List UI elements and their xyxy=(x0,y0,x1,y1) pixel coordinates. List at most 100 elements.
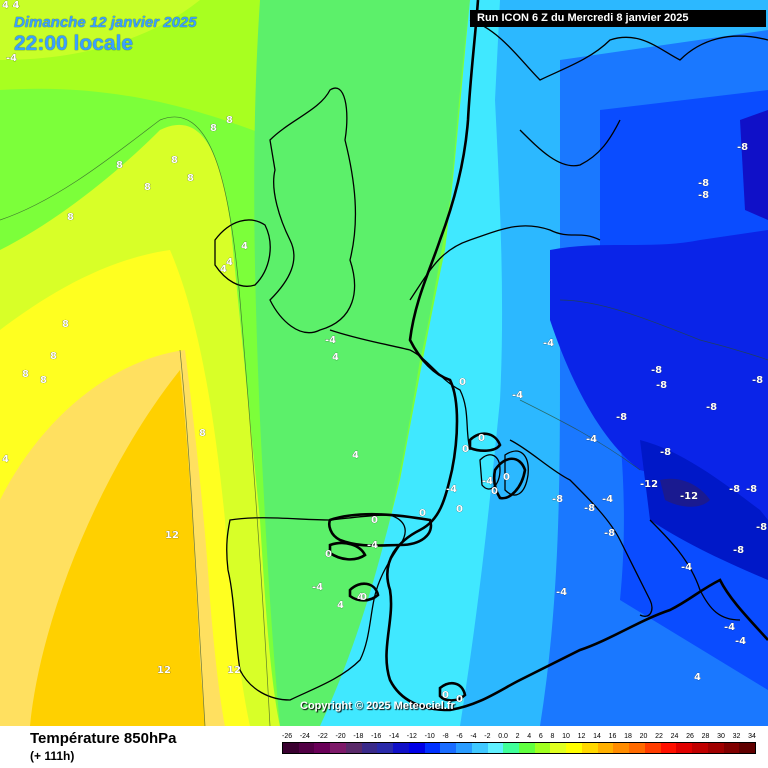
map-label: -4 xyxy=(446,484,457,495)
map-label: 8 xyxy=(199,428,206,439)
scale-swatch xyxy=(361,743,378,753)
scale-label: -20 xyxy=(335,733,346,740)
scale-swatch xyxy=(519,743,535,753)
scale-label: -8 xyxy=(442,733,449,740)
scale-swatch xyxy=(676,743,693,753)
map-label: 8 xyxy=(210,123,217,134)
scale-label: 34 xyxy=(748,733,756,740)
map-label: -8 xyxy=(752,375,763,386)
map-label: -4 xyxy=(367,540,378,551)
scale-swatch xyxy=(707,743,724,753)
map-label: 12 xyxy=(227,665,241,676)
scale-label: 30 xyxy=(717,733,725,740)
temperature-map: 4 4 -4 8 8 8 8 8 8 8 4 4 4 8 8 8 8 8 -4 … xyxy=(0,0,768,726)
map-label: 4 xyxy=(226,257,233,268)
map-label: -8 xyxy=(746,484,757,495)
map-label: 8 xyxy=(50,351,57,362)
color-scale-labels: -26 -24 -22 -20 -18 -16 -14 -12 -10 -8 -6 -4 -2 0.0 2 4… xyxy=(282,733,756,742)
scale-label: 20 xyxy=(639,733,648,740)
map-label: -8 xyxy=(729,484,740,495)
map-label: 4 xyxy=(2,454,9,465)
map-label: 4 xyxy=(694,672,701,683)
scale-swatch xyxy=(597,743,614,753)
map-label: -8 xyxy=(660,447,671,458)
map-label: -4 xyxy=(735,636,746,647)
map-label: 4 4 xyxy=(2,0,19,11)
map-label: -8 xyxy=(737,142,748,153)
map-label: -8 xyxy=(552,494,563,505)
map-label: 0 xyxy=(462,444,469,455)
map-label: 0 xyxy=(371,515,378,526)
scale-swatch xyxy=(550,743,567,753)
map-label: 4 xyxy=(332,352,339,363)
map-label: 8 xyxy=(226,115,233,126)
color-scale: -26 -24 -22 -20 -18 -16 -14 -12 -10 -8 -6 -4 -2 0.0 2 4… xyxy=(282,733,756,754)
map-label: 4 xyxy=(357,592,364,603)
scale-label: 2 xyxy=(515,733,520,740)
map-label: -8 xyxy=(656,380,667,391)
scale-label: -10 xyxy=(424,733,435,740)
scale-swatch xyxy=(471,743,488,753)
map-label: -8 xyxy=(733,545,744,556)
map-label: -4 xyxy=(556,587,567,598)
map-label: 8 xyxy=(171,155,178,166)
scale-swatch xyxy=(283,743,299,753)
scale-swatch xyxy=(377,743,394,753)
map-label: -8 xyxy=(756,522,767,533)
map-label: 0 xyxy=(456,504,463,515)
scale-label: 12 xyxy=(577,733,586,740)
map-label: 0 xyxy=(478,433,485,444)
map-label: 0 xyxy=(456,694,463,705)
map-label: 8 xyxy=(67,212,74,223)
scale-swatch xyxy=(739,743,756,753)
map-label: -8 xyxy=(604,528,615,539)
map-label: 8 xyxy=(22,369,29,380)
map-label: -4 xyxy=(312,582,323,593)
map-label: -4 xyxy=(681,562,692,573)
map-label: -8 xyxy=(651,365,662,376)
map-label: 0 xyxy=(360,592,367,603)
color-scale-bar xyxy=(282,742,756,754)
legend-footer: Température 850hPa (+ 111h) -26 -24 -22 -20… xyxy=(0,726,768,768)
map-label: 4 xyxy=(220,264,227,275)
model-run-label: Run ICON 6 Z du Mercredi 8 janvier 2025 xyxy=(470,10,766,27)
map-label: -4 xyxy=(482,476,493,487)
map-label: 12 xyxy=(157,665,171,676)
scale-swatch xyxy=(456,743,472,753)
map-label: -8 xyxy=(698,190,709,201)
scale-swatch xyxy=(440,743,457,753)
scale-label: -16 xyxy=(371,733,382,740)
scale-label: 32 xyxy=(732,733,741,740)
map-label: -12 xyxy=(640,479,658,490)
scale-label: -12 xyxy=(406,733,417,740)
map-label: -4 xyxy=(724,622,735,633)
map-label: 8 xyxy=(144,182,151,193)
map-label: -4 xyxy=(586,434,597,445)
map-label: -8 xyxy=(616,412,627,423)
scale-swatch xyxy=(723,743,740,753)
scale-label: -26 xyxy=(282,733,293,740)
map-label: -12 xyxy=(680,491,698,502)
scale-swatch xyxy=(566,743,582,753)
map-label: 0 xyxy=(503,472,510,483)
scale-label: -6 xyxy=(456,733,463,740)
scale-label: -4 xyxy=(470,733,477,740)
map-label: 4 xyxy=(337,600,344,611)
scale-swatch xyxy=(330,743,346,753)
scale-label: 18 xyxy=(624,733,632,740)
map-label: 8 xyxy=(62,319,69,330)
scale-label: -18 xyxy=(353,733,364,740)
map-label: 0 xyxy=(325,549,332,560)
map-label: 8 xyxy=(116,160,123,171)
scale-label: 6 xyxy=(538,733,543,740)
map-label: 8 xyxy=(40,375,47,386)
map-label: -4 xyxy=(602,494,613,505)
copyright-notice: Copyright © 2025 Meteociel.fr xyxy=(300,700,455,712)
scale-swatch xyxy=(487,743,504,753)
map-label: 0 xyxy=(459,377,466,388)
scale-swatch xyxy=(298,743,315,753)
scale-label: -24 xyxy=(299,733,310,740)
scale-label: -22 xyxy=(317,733,328,740)
scale-label: 0.0 xyxy=(498,733,508,740)
map-label: -4 xyxy=(512,390,523,401)
